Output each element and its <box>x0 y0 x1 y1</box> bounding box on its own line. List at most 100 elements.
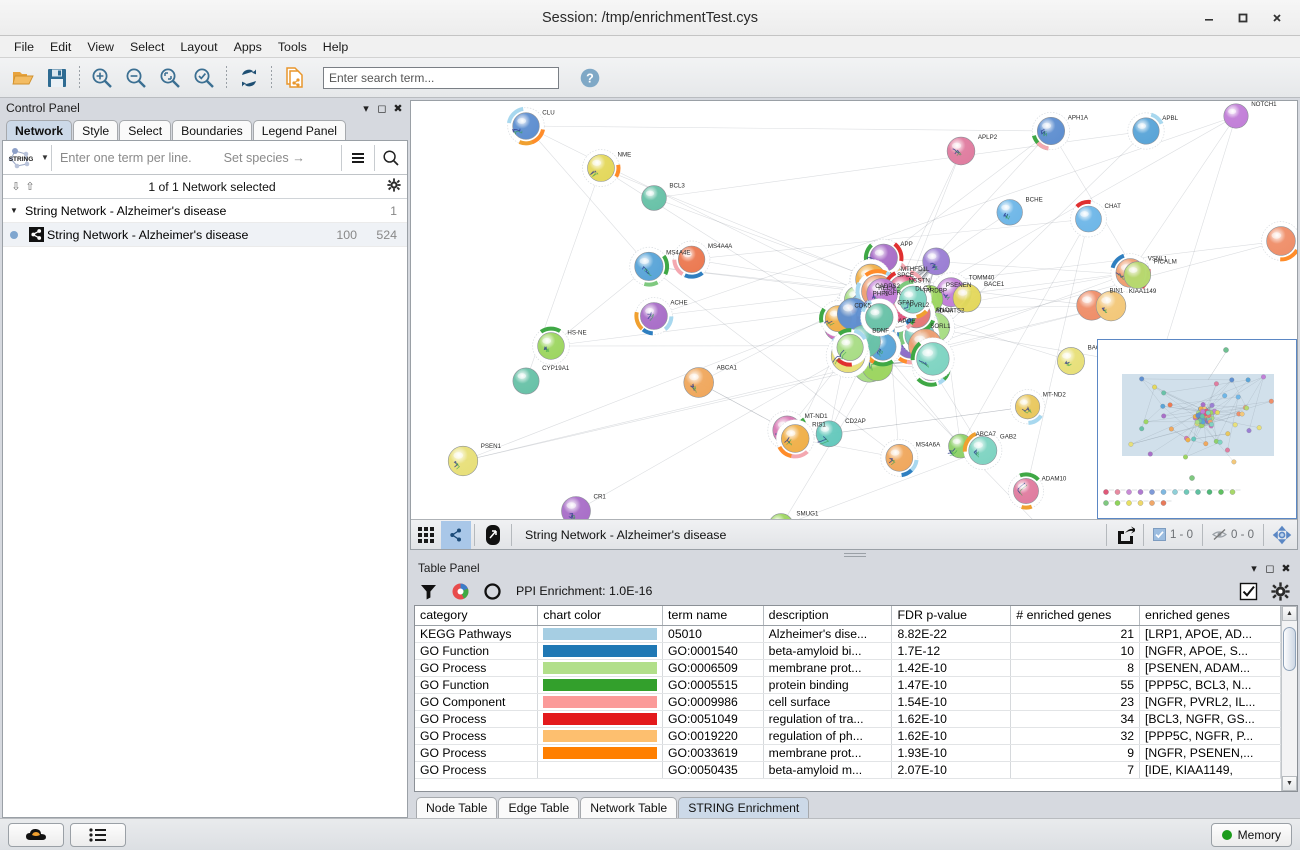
table-row[interactable]: GO Process GO:0006509 membrane prot... 1.42… <box>415 659 1281 677</box>
network-canvas[interactable]: MT-ND2 MT-ND1 VSNL1 CD2AP MS4A4A MS4A6A MS4A4E… <box>411 101 1297 519</box>
control-panel-maximize-icon[interactable]: ◻ <box>377 102 387 115</box>
tab-edge-table[interactable]: Edge Table <box>498 797 580 818</box>
gear-icon[interactable] <box>1268 579 1292 603</box>
menu-item-apps[interactable]: Apps <box>233 39 262 54</box>
search-input[interactable]: Enter search term... <box>323 66 559 89</box>
cell-count: 34 <box>1010 710 1141 728</box>
column-header-enriched-count[interactable]: # enriched genes <box>1010 606 1141 626</box>
chevron-double-down-icon[interactable]: ⇩ <box>11 181 21 193</box>
control-panel-close-icon[interactable]: ✖ <box>393 102 403 115</box>
refresh-icon[interactable] <box>232 61 266 95</box>
tab-network-table[interactable]: Network Table <box>580 797 678 818</box>
cell-genes: [LRP1, APOE, AD... <box>1139 625 1281 643</box>
menu-item-edit[interactable]: Edit <box>49 39 72 54</box>
set-species-link[interactable]: Set species → <box>223 150 305 165</box>
donut-ring-icon[interactable] <box>480 579 504 603</box>
task-list-icon[interactable] <box>70 822 126 847</box>
tree-root-row[interactable]: ▼ String Network - Alzheimer's disease 1 <box>3 199 407 223</box>
table-row[interactable]: GO Process GO:0019220 regulation of ph... 1… <box>415 727 1281 745</box>
table-row[interactable]: GO Function GO:0001540 beta-amyloid bi... 1… <box>415 642 1281 660</box>
help-icon[interactable]: ? <box>573 61 607 95</box>
hamburger-icon[interactable] <box>342 143 374 173</box>
cell-description: cell surface <box>763 693 893 711</box>
maximize-button[interactable] <box>1226 3 1260 33</box>
scroll-down-arrow-icon[interactable]: ▼ <box>1282 776 1297 791</box>
tab-select[interactable]: Select <box>119 120 172 140</box>
annotation-icon[interactable] <box>478 521 508 549</box>
string-species-dropdown-icon[interactable]: ▼ <box>41 153 49 162</box>
column-header-term-name[interactable]: term name <box>662 606 764 626</box>
fit-selected-icon[interactable] <box>1267 521 1297 549</box>
table-row[interactable]: KEGG Pathways 05010 Alzheimer's dise... 8.8… <box>415 625 1281 643</box>
column-header-fdr[interactable]: FDR p-value <box>891 606 1012 626</box>
zoom-out-icon[interactable] <box>119 61 153 95</box>
menu-item-tools[interactable]: Tools <box>277 39 307 54</box>
fit-content-icon[interactable] <box>153 61 187 95</box>
menu-item-file[interactable]: File <box>14 39 34 54</box>
share-network-icon[interactable] <box>441 520 471 549</box>
control-panel-chevron-down-icon[interactable]: ▾ <box>363 102 369 115</box>
table-row[interactable]: GO Process GO:0051049 regulation of tra...… <box>415 710 1281 728</box>
scrollbar-track[interactable] <box>1282 621 1297 776</box>
network-graph[interactable]: MT-ND2 MT-ND1 VSNL1 CD2AP MS4A4A MS4A6A MS4A4E… <box>411 101 1297 519</box>
hidden-nodes-counter[interactable]: 0 - 0 <box>1206 528 1260 541</box>
panel-splitter[interactable] <box>410 550 1300 559</box>
gear-icon[interactable] <box>387 178 401 195</box>
svg-text:ACHE: ACHE <box>670 300 687 307</box>
column-header-enriched-genes[interactable]: enriched genes <box>1139 606 1281 626</box>
export-image-icon[interactable] <box>1110 521 1140 549</box>
zoom-selected-icon[interactable] <box>187 61 221 95</box>
grid-layout-icon[interactable] <box>411 521 441 549</box>
table-row[interactable]: GO Component GO:0009986 cell surface 1.54E-… <box>415 693 1281 711</box>
table-panel-chevron-down-icon[interactable]: ▾ <box>1251 562 1257 575</box>
memory-indicator[interactable]: Memory <box>1210 822 1292 847</box>
expand-arrow-icon[interactable]: ▼ <box>10 206 18 215</box>
tab-boundaries[interactable]: Boundaries <box>172 120 252 140</box>
filter-funnel-icon[interactable] <box>416 579 440 603</box>
tab-style[interactable]: Style <box>73 120 119 140</box>
search-icon[interactable] <box>375 143 407 173</box>
column-header-category[interactable]: category <box>415 606 539 626</box>
close-button[interactable] <box>1260 3 1294 33</box>
pie-chart-icon[interactable] <box>448 579 472 603</box>
menu-item-select[interactable]: Select <box>129 39 165 54</box>
cloud-icon[interactable] <box>8 822 64 847</box>
column-header-chart-color[interactable]: chart color <box>537 606 664 626</box>
chevron-double-up-icon[interactable]: ⇧ <box>25 181 35 193</box>
enrichment-table-scroll[interactable]: category chart color term name descripti… <box>415 606 1281 791</box>
enrichment-table-scrollbar[interactable]: ▲ ▼ <box>1281 606 1297 791</box>
tab-string-enrichment[interactable]: STRING Enrichment <box>678 797 810 818</box>
string-logo-icon[interactable]: STRING <box>3 143 39 173</box>
table-panel-maximize-icon[interactable]: ◻ <box>1265 562 1275 575</box>
svg-text:APP: APP <box>900 241 912 248</box>
table-panel-close-icon[interactable]: ✖ <box>1281 562 1291 575</box>
tree-child-row[interactable]: String Network - Alzheimer's disease 100… <box>3 223 407 247</box>
tree-child-node-count: 100 <box>336 227 357 242</box>
export-network-icon[interactable] <box>277 61 311 95</box>
menu-item-layout[interactable]: Layout <box>180 39 218 54</box>
save-icon[interactable] <box>40 61 74 95</box>
string-query-input[interactable]: Enter one term per line. Set species → <box>52 151 341 165</box>
table-row[interactable]: GO Process GO:0033619 membrane prot... 1.93… <box>415 744 1281 762</box>
select-all-checkbox-icon[interactable] <box>1236 579 1260 603</box>
scrollbar-thumb[interactable] <box>1283 627 1296 671</box>
scroll-up-arrow-icon[interactable]: ▲ <box>1282 606 1297 621</box>
open-folder-icon[interactable] <box>6 61 40 95</box>
minimize-button[interactable] <box>1192 3 1226 33</box>
network-overview-minimap[interactable] <box>1097 339 1297 519</box>
selected-nodes-counter[interactable]: 1 - 0 <box>1147 528 1199 541</box>
tab-legend-panel[interactable]: Legend Panel <box>252 120 346 140</box>
tree-child-edge-count: 524 <box>376 227 397 242</box>
menu-item-view[interactable]: View <box>87 39 114 54</box>
enrichment-table-body: KEGG Pathways 05010 Alzheimer's dise... 8.8… <box>415 625 1281 779</box>
zoom-in-icon[interactable] <box>85 61 119 95</box>
cell-genes: [NGFR, PSENEN,... <box>1139 744 1281 762</box>
cell-term: GO:0001540 <box>662 642 764 660</box>
splitter-grip <box>844 552 866 557</box>
column-header-description[interactable]: description <box>763 606 893 626</box>
table-row[interactable]: GO Process GO:0050435 beta-amyloid m... 2.0… <box>415 761 1281 779</box>
tab-network[interactable]: Network <box>6 120 73 140</box>
tab-node-table[interactable]: Node Table <box>416 797 498 818</box>
table-row[interactable]: GO Function GO:0005515 protein binding 1.47… <box>415 676 1281 694</box>
menu-item-help[interactable]: Help <box>322 39 349 54</box>
